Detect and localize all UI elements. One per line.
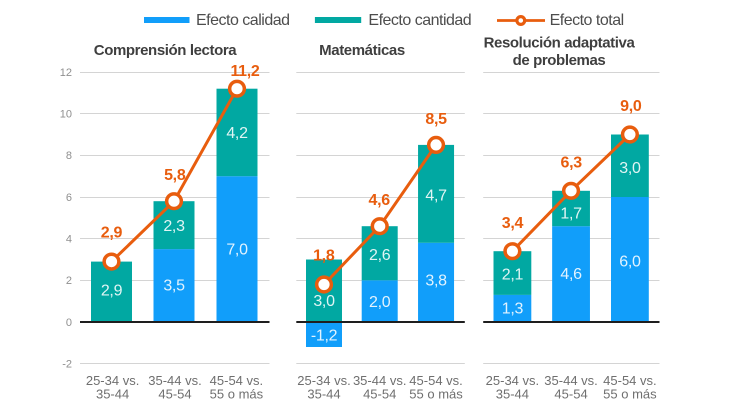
svg-text:45-54 vs.: 45-54 vs. [603, 373, 656, 388]
svg-text:55 o más: 55 o más [210, 387, 264, 402]
svg-text:1,8: 1,8 [313, 248, 335, 265]
svg-text:-1,2: -1,2 [311, 328, 338, 345]
svg-text:45-54: 45-54 [363, 387, 396, 402]
svg-text:45-54 vs.: 45-54 vs. [210, 373, 263, 388]
svg-text:11,2: 11,2 [230, 63, 259, 80]
svg-text:6,0: 6,0 [619, 254, 641, 271]
svg-text:35-44 vs.: 35-44 vs. [353, 373, 406, 388]
svg-text:55 o más: 55 o más [603, 387, 657, 402]
svg-text:-2: -2 [62, 359, 72, 371]
svg-text:Comprensión lectora: Comprensión lectora [94, 42, 237, 59]
svg-text:8: 8 [66, 150, 72, 162]
svg-text:2,6: 2,6 [369, 247, 391, 264]
svg-text:2,9: 2,9 [101, 283, 123, 300]
svg-text:Efecto total: Efecto total [550, 12, 624, 29]
svg-text:Efecto calidad: Efecto calidad [196, 12, 290, 29]
svg-text:Resolución adaptativa: Resolución adaptativa [484, 35, 636, 52]
svg-text:2,3: 2,3 [163, 218, 185, 235]
svg-text:10: 10 [60, 109, 72, 121]
svg-text:5,8: 5,8 [164, 167, 186, 184]
svg-text:35-44: 35-44 [496, 387, 529, 402]
svg-text:2,1: 2,1 [502, 267, 524, 284]
svg-text:0: 0 [66, 317, 72, 329]
svg-text:25-34 vs.: 25-34 vs. [297, 373, 350, 388]
svg-text:6,3: 6,3 [561, 155, 583, 172]
svg-text:3,0: 3,0 [619, 160, 641, 177]
svg-text:3,8: 3,8 [425, 273, 447, 290]
svg-text:12: 12 [60, 67, 72, 79]
svg-text:7,0: 7,0 [226, 242, 248, 259]
svg-text:Matemáticas: Matemáticas [319, 42, 405, 59]
svg-text:6: 6 [66, 192, 72, 204]
svg-text:2,9: 2,9 [101, 225, 123, 242]
svg-text:35-44 vs.: 35-44 vs. [148, 373, 201, 388]
svg-text:8,5: 8,5 [425, 111, 447, 128]
svg-text:4,2: 4,2 [226, 125, 248, 142]
svg-text:4,7: 4,7 [425, 187, 447, 204]
svg-text:25-34 vs.: 25-34 vs. [86, 373, 139, 388]
svg-text:3,0: 3,0 [313, 293, 335, 310]
svg-text:4,6: 4,6 [560, 266, 582, 283]
svg-text:de problemas: de problemas [513, 52, 606, 69]
svg-text:45-54: 45-54 [158, 387, 191, 402]
svg-text:35-44 vs.: 35-44 vs. [544, 373, 597, 388]
svg-text:45-54: 45-54 [554, 387, 587, 402]
svg-text:Efecto cantidad: Efecto cantidad [368, 12, 471, 29]
svg-text:3,4: 3,4 [502, 215, 524, 232]
svg-text:45-54 vs.: 45-54 vs. [409, 373, 462, 388]
svg-text:9,0: 9,0 [620, 98, 642, 115]
svg-text:2: 2 [66, 275, 72, 287]
svg-text:1,7: 1,7 [560, 206, 582, 223]
svg-text:3,5: 3,5 [163, 278, 185, 295]
svg-text:2,0: 2,0 [369, 294, 391, 311]
svg-text:4,6: 4,6 [368, 192, 390, 209]
svg-text:4: 4 [66, 234, 72, 246]
svg-text:25-34 vs.: 25-34 vs. [486, 373, 539, 388]
svg-text:55 o más: 55 o más [409, 387, 463, 402]
svg-text:1,3: 1,3 [502, 301, 524, 318]
svg-text:35-44: 35-44 [307, 387, 340, 402]
svg-text:35-44: 35-44 [96, 387, 129, 402]
